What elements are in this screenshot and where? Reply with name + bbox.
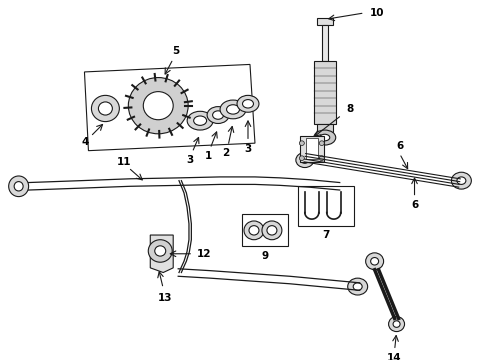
Circle shape	[267, 226, 277, 235]
Ellipse shape	[220, 100, 246, 119]
Bar	[314, 61, 336, 125]
Ellipse shape	[457, 177, 466, 184]
Ellipse shape	[451, 172, 471, 189]
Ellipse shape	[348, 278, 368, 295]
Text: 6: 6	[411, 200, 418, 210]
Ellipse shape	[237, 95, 259, 112]
Circle shape	[299, 141, 304, 145]
Ellipse shape	[314, 130, 336, 145]
Ellipse shape	[353, 283, 362, 290]
Ellipse shape	[194, 116, 207, 125]
Circle shape	[389, 316, 405, 332]
Bar	[298, 186, 354, 226]
Circle shape	[92, 95, 120, 122]
Bar	[300, 136, 324, 162]
Circle shape	[143, 91, 173, 120]
Circle shape	[128, 77, 188, 134]
Text: 8: 8	[346, 104, 353, 114]
Circle shape	[319, 141, 324, 145]
Text: 13: 13	[158, 293, 172, 303]
Ellipse shape	[226, 105, 240, 114]
Text: 11: 11	[117, 157, 132, 167]
Bar	[317, 125, 333, 132]
Circle shape	[370, 257, 379, 265]
Text: 4: 4	[82, 137, 89, 147]
Text: 10: 10	[369, 8, 384, 18]
Text: 9: 9	[261, 251, 269, 261]
Ellipse shape	[301, 157, 309, 163]
Text: 3: 3	[245, 144, 252, 154]
Circle shape	[249, 226, 259, 235]
Bar	[242, 215, 288, 246]
Text: 1: 1	[204, 151, 212, 161]
Circle shape	[366, 253, 384, 270]
Circle shape	[148, 240, 172, 262]
Ellipse shape	[320, 134, 330, 141]
Circle shape	[98, 102, 112, 115]
Circle shape	[299, 156, 304, 161]
Text: 5: 5	[172, 46, 180, 56]
Circle shape	[393, 321, 400, 327]
Text: 6: 6	[396, 141, 403, 151]
Bar	[306, 139, 318, 159]
Ellipse shape	[296, 153, 314, 167]
Circle shape	[262, 221, 282, 240]
Ellipse shape	[187, 111, 213, 130]
Text: 14: 14	[387, 353, 402, 360]
Text: 12: 12	[197, 249, 211, 259]
Ellipse shape	[14, 181, 23, 191]
Polygon shape	[150, 235, 173, 273]
Polygon shape	[84, 64, 255, 151]
Circle shape	[319, 156, 324, 161]
Ellipse shape	[243, 100, 253, 108]
Circle shape	[155, 246, 166, 256]
Text: 7: 7	[322, 230, 329, 240]
Ellipse shape	[9, 176, 28, 197]
Bar	[317, 18, 333, 25]
Text: 2: 2	[222, 148, 230, 158]
Text: 3: 3	[187, 155, 194, 165]
Bar	[322, 25, 328, 61]
Ellipse shape	[207, 107, 229, 123]
Ellipse shape	[213, 111, 223, 119]
Circle shape	[244, 221, 264, 240]
